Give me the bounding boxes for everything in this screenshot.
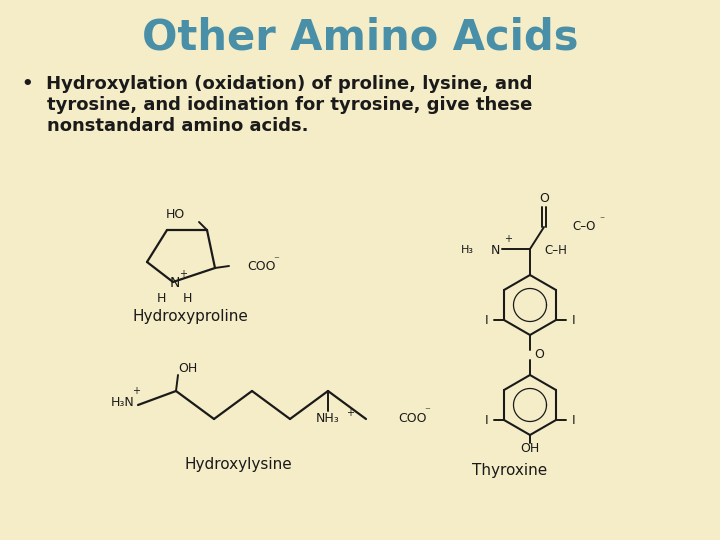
Text: +: +	[504, 234, 512, 244]
Text: ⁻: ⁻	[273, 255, 279, 265]
Text: O: O	[534, 348, 544, 361]
Text: C–O: C–O	[572, 220, 595, 233]
Text: Other Amino Acids: Other Amino Acids	[142, 17, 578, 59]
Text: HO: HO	[166, 207, 185, 220]
Text: +: +	[346, 408, 354, 418]
Text: tyrosine, and iodination for tyrosine, give these: tyrosine, and iodination for tyrosine, g…	[22, 96, 532, 114]
Text: NH₃: NH₃	[316, 413, 340, 426]
Text: OH: OH	[521, 442, 539, 456]
Text: OH: OH	[178, 362, 197, 375]
Text: +: +	[132, 386, 140, 396]
Text: I: I	[485, 314, 488, 327]
Text: C–H: C–H	[544, 244, 567, 256]
Text: nonstandard amino acids.: nonstandard amino acids.	[22, 117, 308, 135]
Text: +: +	[179, 269, 187, 279]
Text: Thyroxine: Thyroxine	[472, 462, 548, 477]
Text: H₃N: H₃N	[110, 396, 134, 409]
Text: N: N	[490, 244, 500, 256]
Text: Hydroxylysine: Hydroxylysine	[184, 457, 292, 472]
Text: Hydroxyproline: Hydroxyproline	[132, 308, 248, 323]
Text: COO: COO	[398, 413, 426, 426]
Text: ⁻: ⁻	[424, 406, 430, 416]
Text: N: N	[170, 276, 180, 290]
Text: H: H	[182, 293, 192, 306]
Text: I: I	[485, 414, 488, 427]
Text: COO: COO	[247, 260, 276, 273]
Text: O: O	[539, 192, 549, 206]
Text: I: I	[572, 414, 575, 427]
Text: H₃: H₃	[461, 245, 474, 255]
Text: I: I	[572, 314, 575, 327]
Text: H: H	[156, 293, 166, 306]
Text: ⁻: ⁻	[599, 215, 604, 225]
Text: •  Hydroxylation (oxidation) of proline, lysine, and: • Hydroxylation (oxidation) of proline, …	[22, 75, 533, 93]
